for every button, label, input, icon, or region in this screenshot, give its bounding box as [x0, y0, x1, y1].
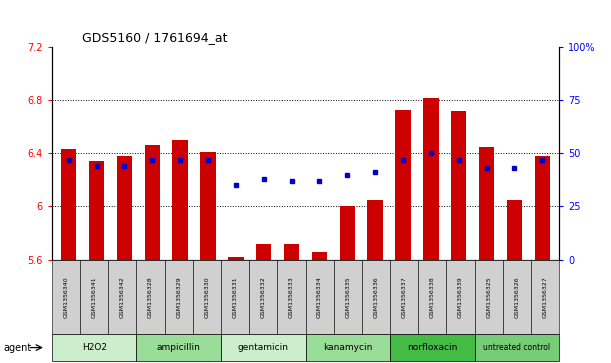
Bar	[200, 152, 216, 260]
Text: GSM1356329: GSM1356329	[176, 276, 181, 318]
Text: GSM1356326: GSM1356326	[514, 276, 519, 318]
Bar	[284, 244, 299, 260]
Bar	[479, 147, 494, 260]
Text: GSM1356340: GSM1356340	[64, 276, 68, 318]
Bar	[312, 252, 327, 260]
Bar	[340, 207, 355, 260]
Text: GSM1356334: GSM1356334	[317, 276, 322, 318]
Bar	[228, 257, 244, 260]
Bar	[117, 156, 132, 260]
Bar	[507, 200, 522, 260]
Bar	[395, 110, 411, 260]
Text: GSM1356336: GSM1356336	[373, 276, 378, 318]
Text: norfloxacin: norfloxacin	[407, 343, 458, 352]
Text: GSM1356341: GSM1356341	[92, 276, 97, 318]
Text: GSM1356339: GSM1356339	[458, 276, 463, 318]
Text: GSM1356331: GSM1356331	[233, 276, 238, 318]
Text: GSM1356332: GSM1356332	[261, 276, 266, 318]
Bar	[367, 200, 383, 260]
Bar	[451, 111, 466, 260]
Text: GSM1356335: GSM1356335	[345, 276, 350, 318]
Text: agent: agent	[3, 343, 31, 352]
Bar	[423, 98, 439, 260]
Text: GSM1356327: GSM1356327	[543, 276, 547, 318]
Bar	[145, 146, 160, 260]
Text: GSM1356342: GSM1356342	[120, 276, 125, 318]
Text: gentamicin: gentamicin	[238, 343, 289, 352]
Bar	[256, 244, 271, 260]
Bar	[89, 161, 104, 260]
Text: GSM1356333: GSM1356333	[289, 276, 294, 318]
Bar	[61, 150, 76, 260]
Text: kanamycin: kanamycin	[323, 343, 373, 352]
Text: GSM1356328: GSM1356328	[148, 276, 153, 318]
Text: ampicillin: ampicillin	[157, 343, 200, 352]
Text: H2O2: H2O2	[82, 343, 107, 352]
Text: GDS5160 / 1761694_at: GDS5160 / 1761694_at	[82, 30, 228, 44]
Text: GSM1356330: GSM1356330	[205, 276, 210, 318]
Text: untreated control: untreated control	[483, 343, 551, 352]
Text: GSM1356325: GSM1356325	[486, 276, 491, 318]
Text: GSM1356337: GSM1356337	[401, 276, 406, 318]
Text: GSM1356338: GSM1356338	[430, 276, 435, 318]
Bar	[535, 156, 550, 260]
Bar	[172, 140, 188, 260]
